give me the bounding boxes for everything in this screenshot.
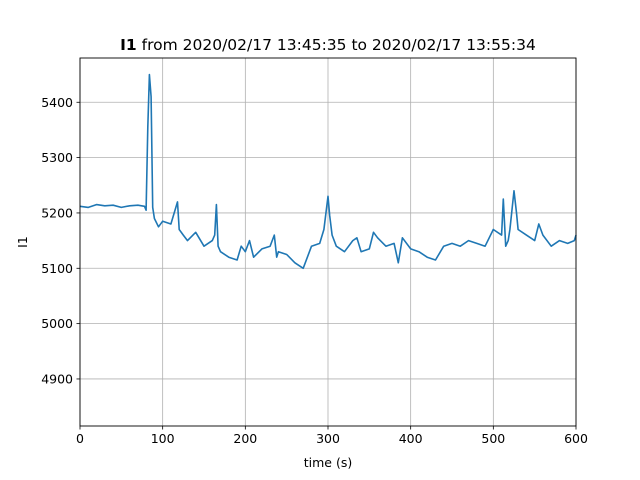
x-axis: 0 100 200 300 400 500 600 [76,426,588,446]
y-tick-label: 5300 [41,150,73,165]
x-tick-label: 0 [76,431,84,446]
x-tick-label: 300 [316,431,340,446]
y-tick-label: 4900 [41,371,73,386]
x-tick-label: 200 [233,431,257,446]
data-series [79,73,577,270]
chart-title-rest: from 2020/02/17 13:45:35 to 2020/02/17 1… [137,36,536,54]
y-axis: 4900 5000 5100 5200 5300 5400 [41,95,80,386]
y-tick-label: 5000 [41,316,73,331]
x-axis-label: time (s) [304,455,352,470]
x-tick-label: 100 [151,431,175,446]
chart-title-bold: I1 [120,36,137,54]
series-line [79,73,577,270]
y-tick-label: 5400 [41,95,73,110]
x-tick-label: 600 [564,431,588,446]
grid-lines [79,58,577,426]
x-tick-label: 400 [399,431,423,446]
y-tick-label: 5200 [41,205,73,220]
y-tick-label: 5100 [41,261,73,276]
x-tick-label: 500 [481,431,505,446]
chart-title: I1 from 2020/02/17 13:45:35 to 2020/02/1… [120,36,536,54]
y-axis-label: I1 [15,236,30,248]
